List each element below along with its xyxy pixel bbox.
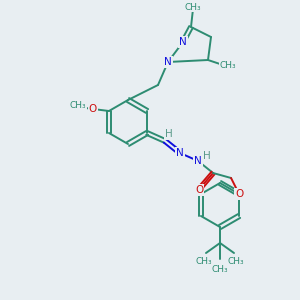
Text: H: H [203, 151, 211, 161]
Text: N: N [164, 57, 172, 67]
Text: N: N [179, 37, 187, 47]
Text: CH₃: CH₃ [185, 2, 201, 11]
Text: O: O [89, 104, 97, 114]
Text: CH₃: CH₃ [228, 256, 244, 266]
Text: N: N [194, 156, 202, 166]
Text: N: N [176, 148, 184, 158]
Text: O: O [195, 185, 203, 195]
Text: CH₃: CH₃ [212, 265, 228, 274]
Text: CH₃: CH₃ [220, 61, 236, 70]
Text: CH₃: CH₃ [196, 256, 212, 266]
Text: O: O [235, 189, 243, 199]
Text: CH₃: CH₃ [70, 101, 86, 110]
Text: H: H [165, 129, 173, 139]
